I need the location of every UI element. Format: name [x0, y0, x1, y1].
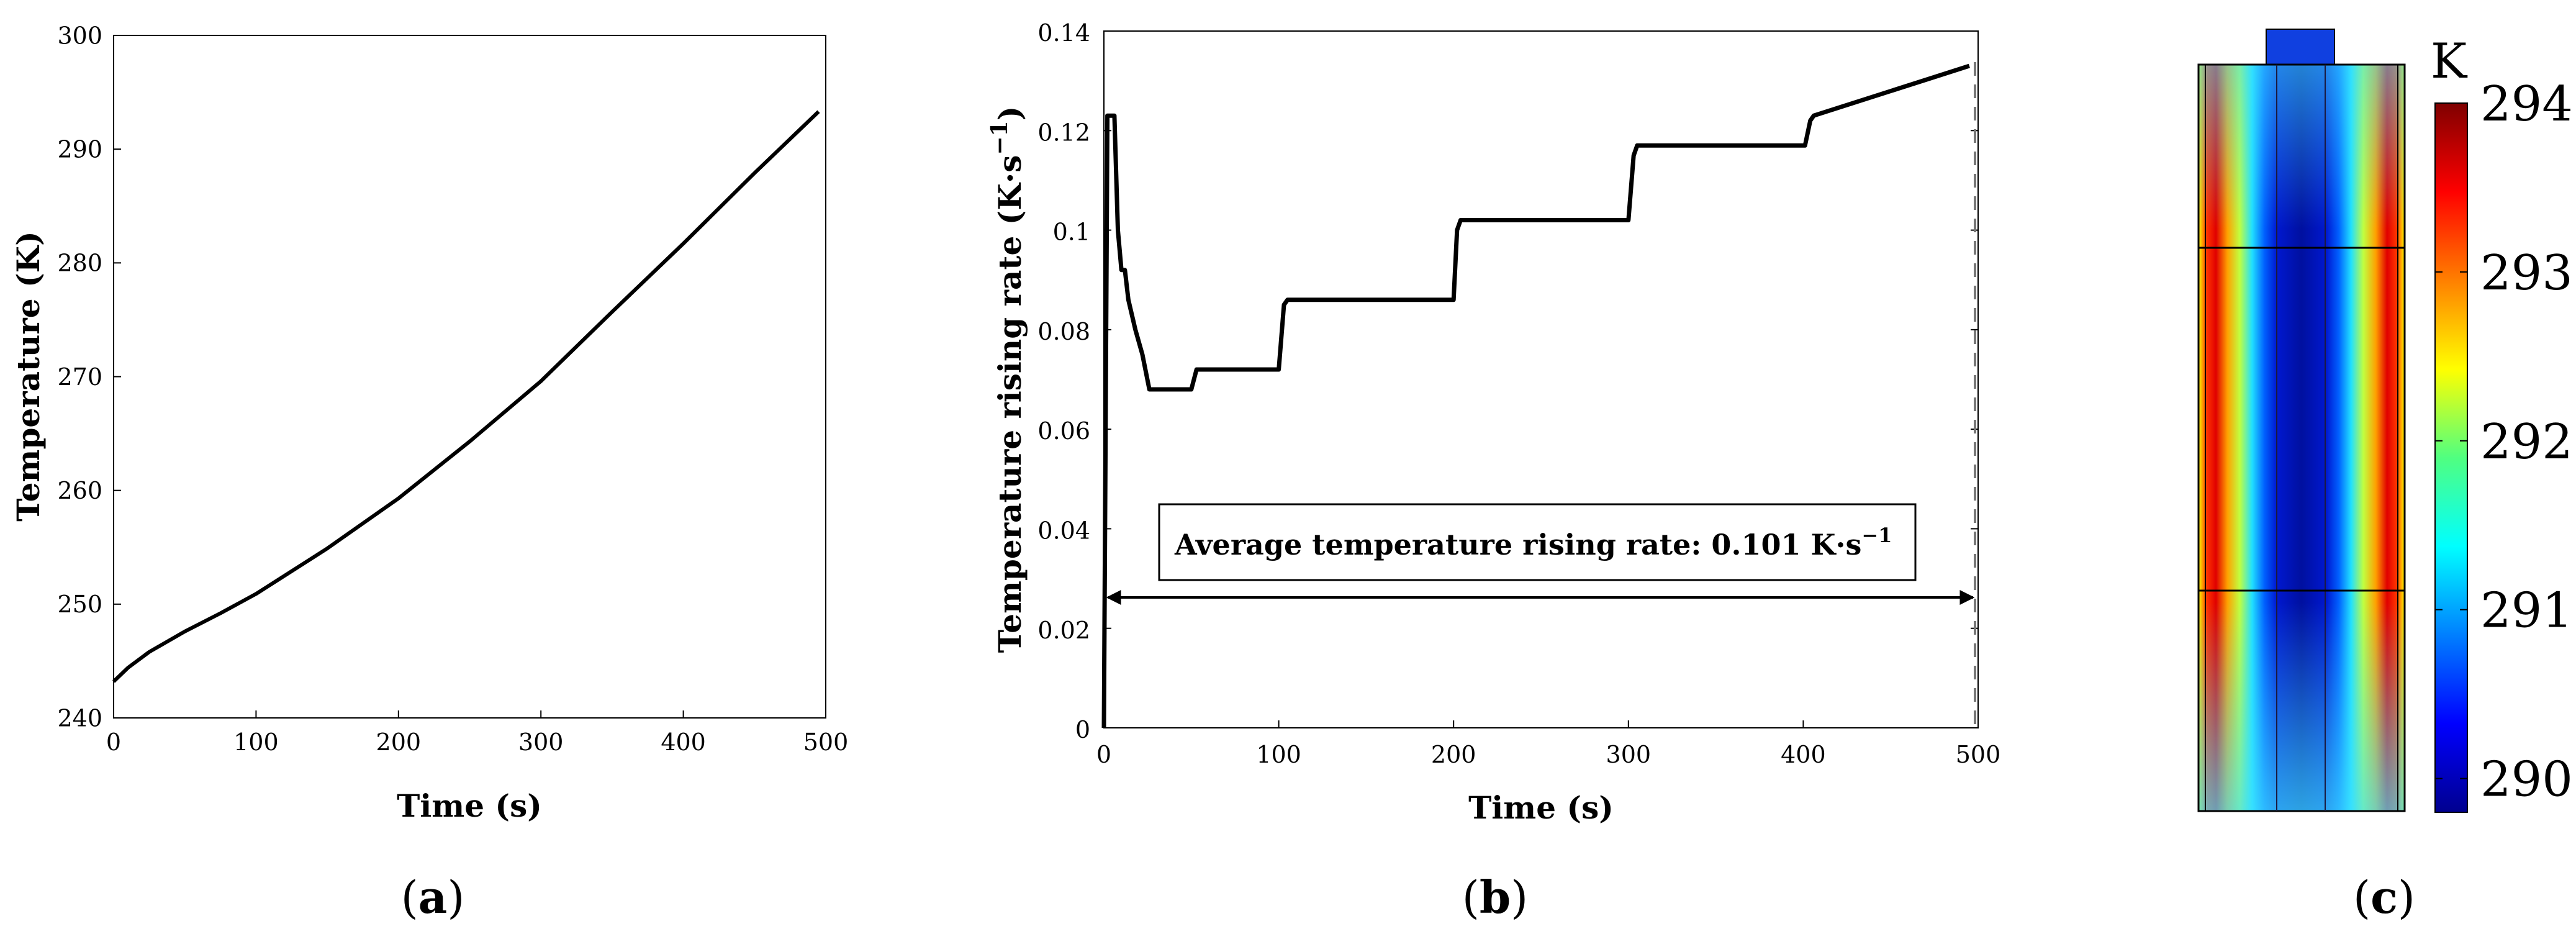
plot-frame	[1103, 30, 1979, 728]
y-tick-label: 290	[57, 135, 102, 163]
colorbar-tick-label: 294	[2480, 76, 2573, 132]
y-tick-label: 240	[57, 704, 102, 732]
x-tick-label: 400	[661, 728, 706, 756]
y-tick-label: 0	[1075, 716, 1090, 743]
y-tick-label: 0.06	[1037, 417, 1090, 445]
y-tick-label: 250	[57, 591, 102, 618]
y-tick-label: 0.02	[1037, 617, 1090, 644]
x-tick-label: 0	[106, 728, 121, 756]
temperature-series-line	[112, 110, 820, 683]
y-tick-label: 300	[57, 22, 102, 49]
y-tick-label: 0.1	[1053, 219, 1090, 246]
panel-a-caption: (a)	[401, 871, 465, 923]
average-rate-annotation: Average temperature rising rate: 0.101 K…	[1174, 524, 1892, 561]
colorbar-tick-label: 291	[2480, 583, 2573, 639]
plot-frame	[113, 35, 826, 719]
x-tick-label: 300	[1606, 741, 1652, 768]
x-tick-label: 100	[233, 728, 279, 756]
x-tick-label: 200	[1431, 741, 1476, 768]
panel-a-temperature-chart: 0 100 200 300 400 500 240 250 260 270 280 290 300 Ti…	[10, 22, 848, 923]
x-tick-label: 500	[803, 728, 849, 756]
y-axis-label: Temperature rising rate (K·s−1)	[987, 106, 1028, 653]
panel-b-rate-chart: 0 100 200 300 400 500 0 0.02 0.04 0.06 0.08 0.1 0.12…	[987, 19, 2000, 923]
y-tick-label: 0.12	[1037, 119, 1090, 146]
x-axis-label: Time (s)	[397, 787, 542, 824]
y-axis-label: Temperature (K)	[10, 231, 47, 521]
y-tick-label: 280	[57, 250, 102, 277]
top-cap	[2266, 29, 2335, 67]
rate-series-line	[1101, 63, 1970, 728]
x-tick-label: 500	[1956, 741, 2001, 768]
panel-b-caption: (b)	[1462, 871, 1529, 923]
panel-c-temperature-field: K 294 293 292 291 290 (c)	[2197, 29, 2573, 923]
panel-c-caption: (c)	[2353, 871, 2415, 923]
x-tick-label: 100	[1256, 741, 1301, 768]
field-end-fade	[2199, 65, 2405, 811]
annotation-box	[1158, 503, 1917, 581]
y-tick-label: 0.08	[1037, 318, 1090, 345]
colorbar-unit: K	[2431, 34, 2468, 89]
x-tick-label: 0	[1096, 741, 1111, 768]
y-tick-label: 260	[57, 477, 102, 504]
y-tick-label: 0.04	[1037, 517, 1090, 545]
field-outline	[2197, 63, 2406, 812]
colorbar	[2434, 102, 2468, 813]
y-tick-label: 0.14	[1037, 19, 1090, 47]
x-axis-label: Time (s)	[1468, 789, 1614, 826]
colorbar-tick-label: 293	[2480, 245, 2573, 301]
x-tick-label: 200	[376, 728, 422, 756]
y-tick-label: 270	[57, 363, 102, 391]
x-tick-label: 300	[518, 728, 564, 756]
x-tick-label: 400	[1781, 741, 1826, 768]
colorbar-tick-label: 290	[2480, 752, 2573, 808]
colorbar-tick-label: 292	[2480, 414, 2573, 470]
